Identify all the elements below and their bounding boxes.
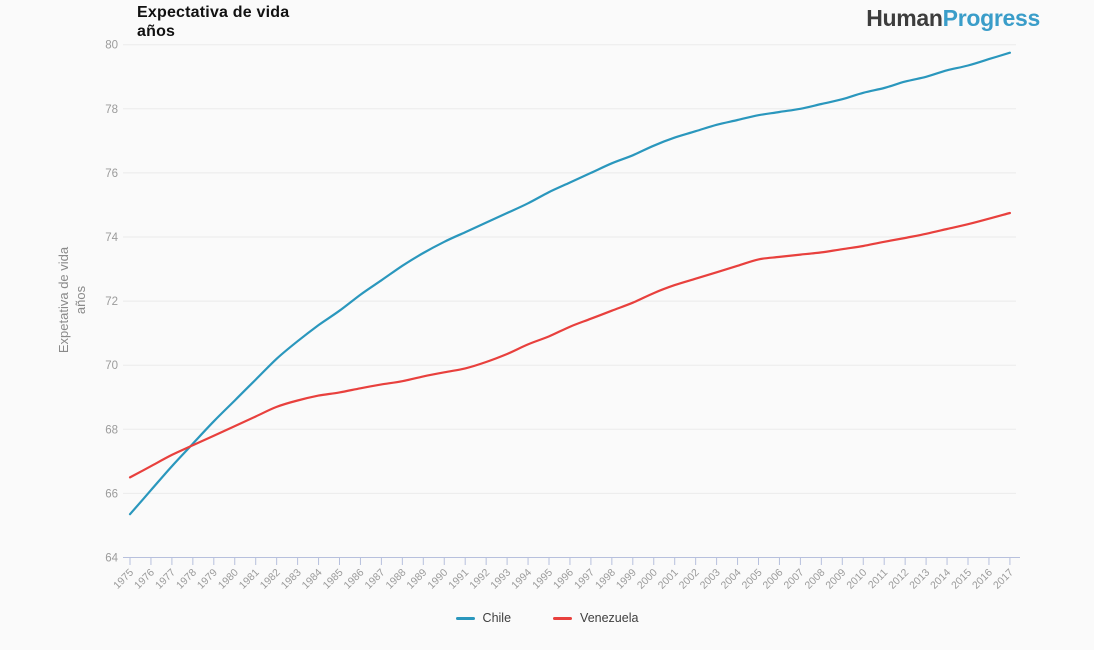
series-lines xyxy=(128,51,1011,516)
x-axis xyxy=(123,557,1020,565)
legend-label-chile: Chile xyxy=(482,611,512,625)
x-tick-label: 2011 xyxy=(866,567,891,592)
chart-title-line1: Expectativa de vida xyxy=(137,4,290,21)
x-tick-label: 1977 xyxy=(153,567,178,592)
y-tick-label: 74 xyxy=(105,232,118,244)
x-tick-label: 2013 xyxy=(907,567,932,592)
legend-label-venezuela: Venezuela xyxy=(580,611,639,625)
x-tick-labels: 1975197619771978197919801981198219831984… xyxy=(111,567,1016,592)
x-tick-label: 2008 xyxy=(802,567,827,592)
x-tick-label: 1987 xyxy=(363,567,388,592)
x-tick-label: 2007 xyxy=(782,567,807,592)
logo-wordmark-human: Human xyxy=(866,5,943,31)
x-tick-label: 1976 xyxy=(132,567,157,592)
logo-wordmark-progress: Progress xyxy=(942,5,1041,31)
y-tick-label: 72 xyxy=(105,296,118,308)
x-tick-label: 1989 xyxy=(404,567,429,592)
y-tick-label: 76 xyxy=(105,168,118,180)
chart-title-line2: años xyxy=(137,23,176,40)
x-tick-label: 1984 xyxy=(300,567,325,592)
x-tick-label: 1993 xyxy=(488,567,513,592)
humanprogress-logo: HumanProgress xyxy=(866,5,1040,32)
line-venezuela xyxy=(128,211,1011,479)
x-tick-label: 1983 xyxy=(279,567,304,592)
x-tick-label: 1982 xyxy=(258,567,283,592)
x-tick-label: 2001 xyxy=(656,567,681,592)
chile-line-swatch xyxy=(455,616,475,620)
x-tick-label: 2017 xyxy=(991,567,1016,592)
x-tick-label: 1978 xyxy=(174,567,199,592)
x-tick-label: 1986 xyxy=(342,567,367,592)
x-tick-label: 1999 xyxy=(614,567,639,592)
x-tick-label: 1988 xyxy=(383,567,408,592)
x-tick-label: 2002 xyxy=(677,567,702,592)
x-tick-label: 2000 xyxy=(635,567,660,592)
y-tick-labels: 64 66 68 70 72 74 76 78 80 xyxy=(105,40,118,565)
x-tick-label: 2004 xyxy=(719,567,744,592)
x-tick-label: 1990 xyxy=(425,567,450,592)
x-tick-label: 1991 xyxy=(446,567,471,592)
x-tick-label: 1992 xyxy=(467,567,492,592)
x-tick-label: 1994 xyxy=(509,567,534,592)
x-tick-label: 1980 xyxy=(216,567,241,592)
chart-title: Expectativa de vida años xyxy=(137,3,289,41)
y-tick-label: 66 xyxy=(105,488,118,500)
y-tick-label: 80 xyxy=(105,40,118,52)
x-tick-label: 2012 xyxy=(886,567,911,592)
x-tick-label: 2003 xyxy=(698,567,723,592)
x-tick-label: 1975 xyxy=(111,567,136,592)
legend-item-venezuela[interactable]: Venezuela xyxy=(553,611,638,625)
x-tick-label: 2016 xyxy=(970,567,995,592)
venezuela-line-swatch xyxy=(553,616,573,620)
y-tick-label: 68 xyxy=(105,424,118,436)
x-tick-label: 1981 xyxy=(237,567,262,592)
x-tick-label: 2014 xyxy=(928,567,953,592)
y-tick-label: 78 xyxy=(105,104,118,116)
y-tick-label: 70 xyxy=(105,360,118,372)
line-chile xyxy=(128,51,1011,516)
y-tick-label: 64 xyxy=(105,553,118,565)
x-tick-label: 2009 xyxy=(823,567,848,592)
legend: Chile Venezuela xyxy=(0,611,1094,625)
x-tick-label: 1979 xyxy=(195,567,220,592)
gridlines xyxy=(123,44,1016,494)
x-tick-label: 1997 xyxy=(572,567,597,592)
x-tick-label: 1985 xyxy=(321,567,346,592)
x-tick-label: 2005 xyxy=(740,567,765,592)
legend-item-chile[interactable]: Chile xyxy=(455,611,512,625)
x-tick-label: 1996 xyxy=(551,567,576,592)
x-tick-label: 1998 xyxy=(593,567,618,592)
x-tick-label: 2010 xyxy=(844,567,869,592)
x-tick-label: 2006 xyxy=(761,567,786,592)
x-tick-label: 2015 xyxy=(949,567,974,592)
x-tick-label: 1995 xyxy=(530,567,555,592)
